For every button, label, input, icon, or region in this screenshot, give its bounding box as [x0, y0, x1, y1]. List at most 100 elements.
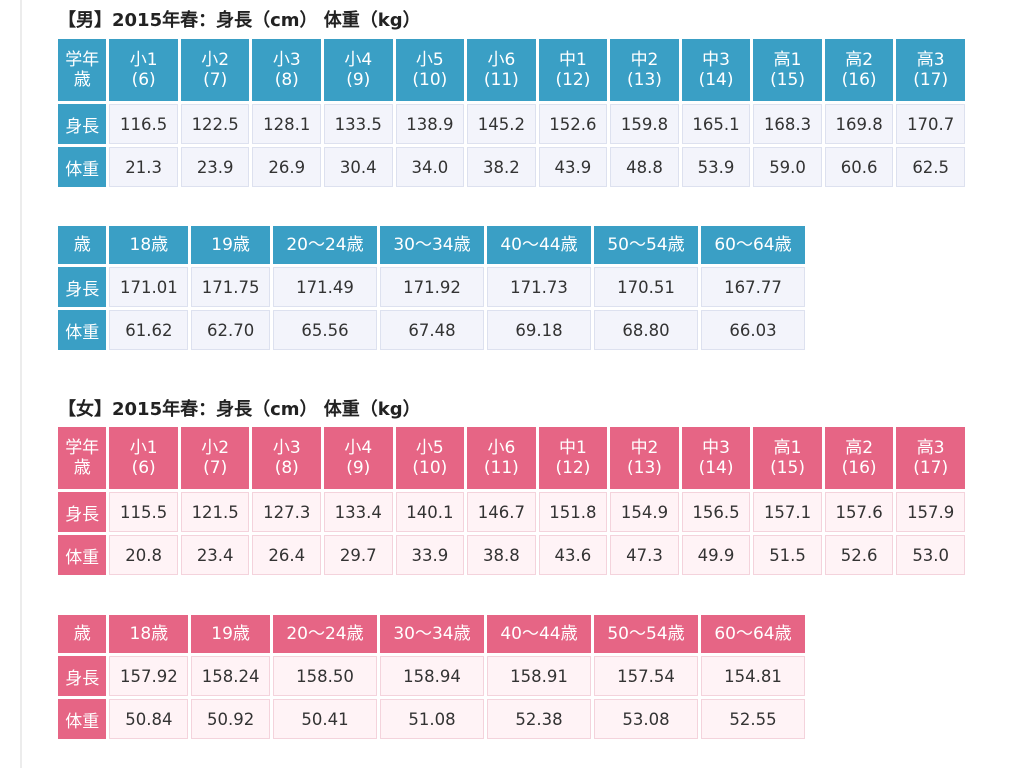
- table-cell: 68.80: [593, 310, 698, 350]
- table-cell: 170.51: [593, 267, 698, 307]
- header-cell: 小5 (10): [395, 427, 465, 489]
- header-cell: 中2 (13): [610, 427, 679, 489]
- table-cell: 151.8: [538, 492, 608, 532]
- table-cell: 154.81: [700, 656, 805, 696]
- header-cell: 小2 (7): [180, 427, 250, 489]
- table-cell: 171.75: [191, 267, 270, 307]
- table-cell: 23.4: [180, 535, 250, 575]
- female-adult-table: 歳 18歳 19歳 20〜24歳 30〜34歳 40〜44歳 50〜54歳 60…: [55, 612, 808, 742]
- table-row: 身長 157.92 158.24 158.50 158.94 158.91 15…: [58, 656, 805, 696]
- table-cell: 50.92: [191, 699, 270, 739]
- header-cell: 中3 (14): [681, 39, 751, 101]
- header-cell-grade-age: 学年歳: [58, 427, 107, 489]
- table-row: 身長 116.5 122.5 128.1 133.5 138.9 145.2 1…: [58, 104, 965, 144]
- header-cell: 40〜44歳: [486, 226, 591, 264]
- male-section-title: 【男】2015年春：身長（cm） 体重（kg）: [58, 10, 421, 31]
- table-cell: 59.0: [753, 147, 822, 187]
- table-cell: 26.9: [252, 147, 322, 187]
- table-cell: 152.6: [538, 104, 608, 144]
- table-cell: 53.9: [681, 147, 751, 187]
- header-cell: 高1 (15): [753, 427, 822, 489]
- table-cell: 171.49: [272, 267, 377, 307]
- table-cell: 48.8: [610, 147, 679, 187]
- header-cell: 50〜54歳: [593, 615, 698, 653]
- table-cell: 50.84: [109, 699, 189, 739]
- table-cell: 34.0: [395, 147, 465, 187]
- table-cell: 62.5: [896, 147, 965, 187]
- table-cell: 60.6: [824, 147, 894, 187]
- table-cell: 158.24: [191, 656, 270, 696]
- table-cell: 145.2: [467, 104, 536, 144]
- header-cell: 小1 (6): [109, 427, 178, 489]
- table-cell: 62.70: [191, 310, 270, 350]
- table-cell: 50.41: [272, 699, 377, 739]
- header-cell: 小3 (8): [252, 427, 322, 489]
- table-cell: 116.5: [109, 104, 178, 144]
- table-cell: 52.6: [824, 535, 894, 575]
- row-label: 体重: [58, 535, 107, 575]
- table-cell: 157.9: [896, 492, 965, 532]
- header-cell-age: 歳: [58, 615, 107, 653]
- male-adult-table: 歳 18歳 19歳 20〜24歳 30〜34歳 40〜44歳 50〜54歳 60…: [55, 223, 808, 353]
- table-row: 体重 20.8 23.4 26.4 29.7 33.9 38.8 43.6 47…: [58, 535, 965, 575]
- table-cell: 51.08: [379, 699, 484, 739]
- header-cell: 高2 (16): [824, 39, 894, 101]
- table-cell: 51.5: [753, 535, 822, 575]
- table-cell: 38.2: [467, 147, 536, 187]
- table-cell: 66.03: [700, 310, 805, 350]
- header-cell: 中1 (12): [538, 427, 608, 489]
- table-cell: 168.3: [753, 104, 822, 144]
- table-cell: 133.4: [324, 492, 393, 532]
- row-label: 体重: [58, 699, 107, 739]
- table-cell: 170.7: [896, 104, 965, 144]
- header-cell: 18歳: [109, 615, 189, 653]
- header-cell: 中2 (13): [610, 39, 679, 101]
- table-cell: 53.0: [896, 535, 965, 575]
- header-cell: 小4 (9): [324, 39, 393, 101]
- header-cell: 20〜24歳: [272, 226, 377, 264]
- table-cell: 65.56: [272, 310, 377, 350]
- header-cell: 小3 (8): [252, 39, 322, 101]
- table-cell: 156.5: [681, 492, 751, 532]
- table-row: 身長 171.01 171.75 171.49 171.92 171.73 17…: [58, 267, 805, 307]
- table-row: 体重 21.3 23.9 26.9 30.4 34.0 38.2 43.9 48…: [58, 147, 965, 187]
- table-cell: 23.9: [180, 147, 250, 187]
- table-cell: 128.1: [252, 104, 322, 144]
- header-cell: 小6 (11): [467, 427, 536, 489]
- header-cell: 小5 (10): [395, 39, 465, 101]
- table-cell: 127.3: [252, 492, 322, 532]
- header-cell: 60〜64歳: [700, 615, 805, 653]
- table-row: 身長 115.5 121.5 127.3 133.4 140.1 146.7 1…: [58, 492, 965, 532]
- table-cell: 165.1: [681, 104, 751, 144]
- female-school-table: 学年歳 小1 (6) 小2 (7) 小3 (8) 小4 (9) 小5 (10) 小6 (11…: [55, 424, 968, 578]
- table-cell: 30.4: [324, 147, 393, 187]
- table-cell: 21.3: [109, 147, 178, 187]
- table-cell: 138.9: [395, 104, 465, 144]
- table-cell: 167.77: [700, 267, 805, 307]
- row-label: 身長: [58, 656, 107, 696]
- header-cell: 高2 (16): [824, 427, 894, 489]
- table-cell: 38.8: [467, 535, 536, 575]
- header-cell: 小4 (9): [324, 427, 393, 489]
- table-cell: 33.9: [395, 535, 465, 575]
- table-row: 体重 50.84 50.92 50.41 51.08 52.38 53.08 5…: [58, 699, 805, 739]
- table-cell: 53.08: [593, 699, 698, 739]
- header-cell: 19歳: [191, 615, 270, 653]
- table-cell: 154.9: [610, 492, 679, 532]
- header-cell: 30〜34歳: [379, 615, 484, 653]
- table-cell: 49.9: [681, 535, 751, 575]
- table-cell: 61.62: [109, 310, 189, 350]
- row-label: 身長: [58, 492, 107, 532]
- table-header-row: 歳 18歳 19歳 20〜24歳 30〜34歳 40〜44歳 50〜54歳 60…: [58, 226, 805, 264]
- table-cell: 157.6: [824, 492, 894, 532]
- header-cell: 中1 (12): [538, 39, 608, 101]
- header-cell: 高3 (17): [896, 39, 965, 101]
- header-cell: 小1 (6): [109, 39, 178, 101]
- row-label: 身長: [58, 267, 107, 307]
- header-cell: 30〜34歳: [379, 226, 484, 264]
- header-cell: 小2 (7): [180, 39, 250, 101]
- table-header-row: 歳 18歳 19歳 20〜24歳 30〜34歳 40〜44歳 50〜54歳 60…: [58, 615, 805, 653]
- male-school-table: 学年歳 小1 (6) 小2 (7) 小3 (8) 小4 (9) 小5 (10) 小6 (11…: [55, 36, 968, 190]
- table-cell: 169.8: [824, 104, 894, 144]
- table-cell: 157.1: [753, 492, 822, 532]
